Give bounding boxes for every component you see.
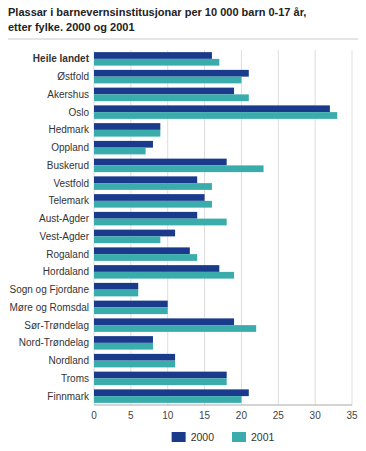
x-grid bbox=[94, 50, 352, 405]
category-label: Oslo bbox=[68, 107, 89, 118]
grid-line bbox=[278, 50, 279, 405]
category-label: Vest-Agder bbox=[40, 231, 90, 242]
category-label: Nordland bbox=[48, 355, 89, 366]
category-label: Østfold bbox=[57, 71, 89, 82]
legend-swatch bbox=[232, 432, 246, 442]
x-tick-label: 0 bbox=[91, 410, 97, 421]
bar bbox=[94, 183, 212, 190]
category-label: Hordaland bbox=[43, 266, 89, 277]
y-axis: Heile landet Østfold Akershus Oslo Hedmark Op… bbox=[9, 53, 90, 401]
bar bbox=[94, 389, 249, 396]
bar bbox=[94, 159, 227, 166]
bar bbox=[94, 361, 175, 368]
bar bbox=[94, 148, 146, 155]
legend-label: 2000 bbox=[191, 431, 215, 443]
background bbox=[0, 0, 366, 451]
category-label: Hedmark bbox=[48, 124, 90, 135]
x-tick-label: 20 bbox=[236, 410, 248, 421]
grid-line bbox=[315, 50, 316, 405]
category-label: Rogaland bbox=[46, 249, 89, 260]
bar bbox=[94, 105, 330, 112]
category-label: Heile landet bbox=[33, 53, 90, 64]
grid-line bbox=[241, 50, 242, 405]
category-label: Møre og Romsdal bbox=[10, 302, 89, 313]
grid-line bbox=[204, 50, 205, 405]
bar bbox=[94, 94, 249, 101]
bar bbox=[94, 307, 168, 314]
chart: Plassar i barnevernsinstitusjonar per 10… bbox=[0, 0, 366, 451]
x-tick-label: 10 bbox=[162, 410, 174, 421]
category-label: Oppland bbox=[51, 142, 89, 153]
bar bbox=[94, 396, 241, 403]
legend-label: 2001 bbox=[251, 431, 275, 443]
bar bbox=[94, 378, 227, 385]
bar bbox=[94, 290, 138, 297]
bar bbox=[94, 372, 227, 379]
bar bbox=[94, 354, 175, 361]
bars bbox=[94, 52, 337, 403]
x-tick-label: 5 bbox=[128, 410, 134, 421]
x-tick-label: 15 bbox=[199, 410, 211, 421]
bar bbox=[94, 194, 205, 201]
bar bbox=[94, 265, 219, 272]
category-label: Akershus bbox=[47, 89, 89, 100]
bar bbox=[94, 301, 168, 308]
x-tick-label: 35 bbox=[346, 410, 358, 421]
bar bbox=[94, 247, 190, 254]
bar bbox=[94, 165, 264, 172]
grid-line bbox=[352, 50, 353, 405]
bar bbox=[94, 219, 227, 226]
bar bbox=[94, 254, 197, 261]
bar bbox=[94, 52, 212, 59]
subtitle: etter fylke. 2000 og 2001 bbox=[8, 21, 135, 33]
bar bbox=[94, 283, 138, 290]
bar bbox=[94, 59, 219, 66]
title-rule bbox=[8, 39, 358, 40]
grid-line bbox=[94, 50, 95, 405]
grid-line bbox=[167, 50, 168, 405]
bar bbox=[94, 112, 337, 119]
bar bbox=[94, 318, 234, 325]
bar bbox=[94, 130, 160, 137]
bar bbox=[94, 325, 256, 332]
bar bbox=[94, 77, 241, 84]
legend-swatch bbox=[172, 432, 186, 442]
bar bbox=[94, 272, 234, 279]
bar bbox=[94, 212, 197, 219]
bar bbox=[94, 70, 249, 77]
legend: 2000 2001 bbox=[172, 431, 275, 443]
category-label: Buskerud bbox=[47, 160, 89, 171]
bar bbox=[94, 123, 160, 130]
grid-line bbox=[130, 50, 131, 405]
category-label: Sogn og Fjordane bbox=[9, 284, 89, 295]
title: Plassar i barnevernsinstitusjonar per 10… bbox=[8, 6, 306, 18]
category-label: Finnmark bbox=[47, 391, 90, 402]
x-axis: 0 5 10 15 20 25 30 35 bbox=[91, 405, 358, 421]
bar bbox=[94, 230, 175, 237]
category-label: Nord-Trøndelag bbox=[19, 337, 89, 348]
bar bbox=[94, 201, 212, 208]
category-label: Sør-Trøndelag bbox=[24, 320, 89, 331]
bar bbox=[94, 141, 153, 148]
bar bbox=[94, 176, 197, 183]
x-tick-label: 25 bbox=[273, 410, 285, 421]
category-label: Vestfold bbox=[53, 178, 89, 189]
bar bbox=[94, 336, 153, 343]
x-axis-line bbox=[94, 405, 352, 406]
bar bbox=[94, 88, 234, 95]
category-label: Troms bbox=[61, 373, 89, 384]
x-tick-label: 30 bbox=[310, 410, 322, 421]
bar bbox=[94, 236, 160, 243]
bar bbox=[94, 343, 153, 350]
category-label: Telemark bbox=[48, 195, 90, 206]
category-label: Aust-Agder bbox=[39, 213, 90, 224]
